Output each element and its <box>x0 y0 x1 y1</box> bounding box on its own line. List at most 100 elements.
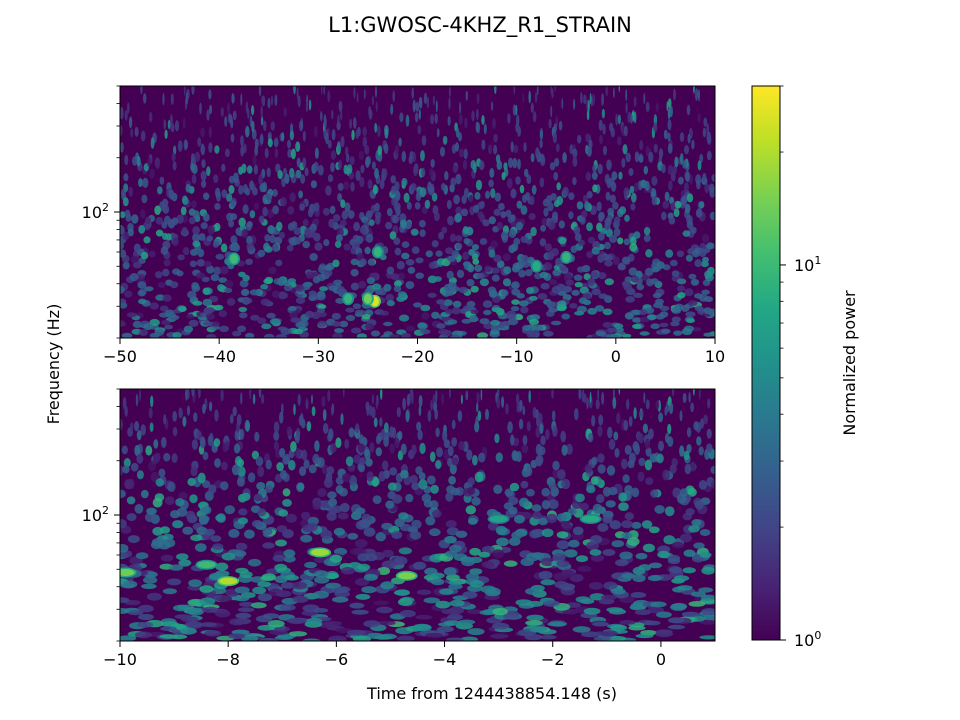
heatmap-cell <box>392 494 403 504</box>
heatmap-cell <box>703 414 708 425</box>
heatmap-cell <box>317 488 327 497</box>
heatmap-cell <box>237 517 249 525</box>
heatmap-cell <box>417 429 423 441</box>
heatmap-cell <box>631 521 642 529</box>
heatmap-cell <box>391 185 396 195</box>
heatmap-cell <box>299 466 307 477</box>
heatmap-cell <box>443 620 461 626</box>
heatmap-cell <box>379 310 389 316</box>
heatmap-cell <box>639 140 644 151</box>
heatmap-cell <box>355 538 368 548</box>
heatmap-cell <box>634 609 651 616</box>
heatmap-cell <box>606 465 616 476</box>
heatmap-cell <box>469 547 481 556</box>
heatmap-cell <box>628 416 633 427</box>
heatmap-cell <box>452 165 458 174</box>
heatmap-cell <box>245 188 251 196</box>
heatmap-cell <box>614 448 620 458</box>
heatmap-cell <box>513 237 521 246</box>
heatmap-cell <box>694 259 702 268</box>
heatmap-cell <box>488 144 492 155</box>
heatmap-cell <box>420 150 425 162</box>
heatmap-cell <box>349 156 355 165</box>
heatmap-cell <box>313 608 329 613</box>
heatmap-cell <box>149 332 160 338</box>
heatmap-cell <box>598 254 606 261</box>
heatmap-cell <box>337 114 340 127</box>
heatmap-cell <box>214 187 221 198</box>
heatmap-cell <box>519 399 523 411</box>
heatmap-cell <box>340 135 345 148</box>
heatmap-cell <box>583 607 601 615</box>
heatmap-cell <box>628 625 646 631</box>
heatmap-cell <box>162 294 172 302</box>
y-axis-label: Frequency (Hz) <box>44 304 63 425</box>
heatmap-cell <box>146 507 157 515</box>
heatmap-cell <box>703 332 714 337</box>
heatmap-cell <box>462 591 478 599</box>
heatmap-cell <box>284 574 299 581</box>
heatmap-cell <box>509 482 520 492</box>
heatmap-cell <box>657 550 670 559</box>
heatmap-cell <box>650 278 659 285</box>
heatmap-cell <box>235 567 249 574</box>
heatmap-cell <box>411 444 417 456</box>
heatmap-cell <box>701 289 710 295</box>
heatmap-cell <box>230 200 237 208</box>
heatmap-cell <box>384 422 389 433</box>
heatmap-cell <box>295 141 301 152</box>
heatmap-cell <box>701 566 715 575</box>
heatmap-cell <box>257 593 273 602</box>
heatmap-cell <box>430 572 445 579</box>
heatmap-cell <box>683 450 690 461</box>
heatmap-cell <box>228 113 233 124</box>
heatmap-cell <box>510 214 516 222</box>
heatmap-cell <box>497 389 500 398</box>
heatmap-cell <box>503 162 508 171</box>
heatmap-cell <box>389 467 398 476</box>
heatmap-cell <box>551 410 556 422</box>
heatmap-cell <box>434 211 440 222</box>
heatmap-cell <box>384 128 389 139</box>
heatmap-cell <box>374 167 379 179</box>
heatmap-cell <box>432 509 442 518</box>
heatmap-cell <box>332 332 343 338</box>
heatmap-cell <box>142 177 149 188</box>
heatmap-cell <box>693 421 699 431</box>
heatmap-cell <box>175 120 179 132</box>
heatmap-cell <box>258 389 262 398</box>
heatmap-cell <box>123 173 129 182</box>
heatmap-cell <box>178 491 188 500</box>
heatmap-cell <box>148 407 153 419</box>
x-tick-label: 0 <box>611 347 621 366</box>
heatmap-cell <box>157 281 166 289</box>
heatmap-cell <box>684 145 689 155</box>
heatmap-cell <box>251 105 255 116</box>
heatmap-cell <box>510 434 515 446</box>
heatmap-cell <box>122 261 130 270</box>
heatmap-cell <box>492 607 509 616</box>
heatmap-cell <box>159 526 171 534</box>
heatmap-cell <box>435 427 440 438</box>
heatmap-cell <box>414 112 419 123</box>
heatmap-cell <box>668 217 676 225</box>
heatmap-cell <box>377 145 383 156</box>
heatmap-cell <box>209 401 213 412</box>
heatmap-cell <box>398 547 412 555</box>
heatmap-cell <box>560 569 575 579</box>
heatmap-cell <box>476 272 485 279</box>
heatmap-cell <box>420 304 431 312</box>
heatmap-cell <box>520 236 529 243</box>
heatmap-cell <box>586 109 590 121</box>
heatmap-cell <box>129 422 134 432</box>
heatmap-cell <box>196 259 205 267</box>
heatmap-cell <box>180 616 199 623</box>
heatmap-cell <box>338 100 343 112</box>
heatmap-cell <box>299 203 305 211</box>
heatmap-cell <box>471 496 481 506</box>
heatmap-cell <box>639 331 650 336</box>
heatmap-cell <box>136 453 144 464</box>
heatmap-cell <box>175 498 185 507</box>
heatmap-cell <box>172 332 182 338</box>
heatmap-cell <box>387 482 397 491</box>
